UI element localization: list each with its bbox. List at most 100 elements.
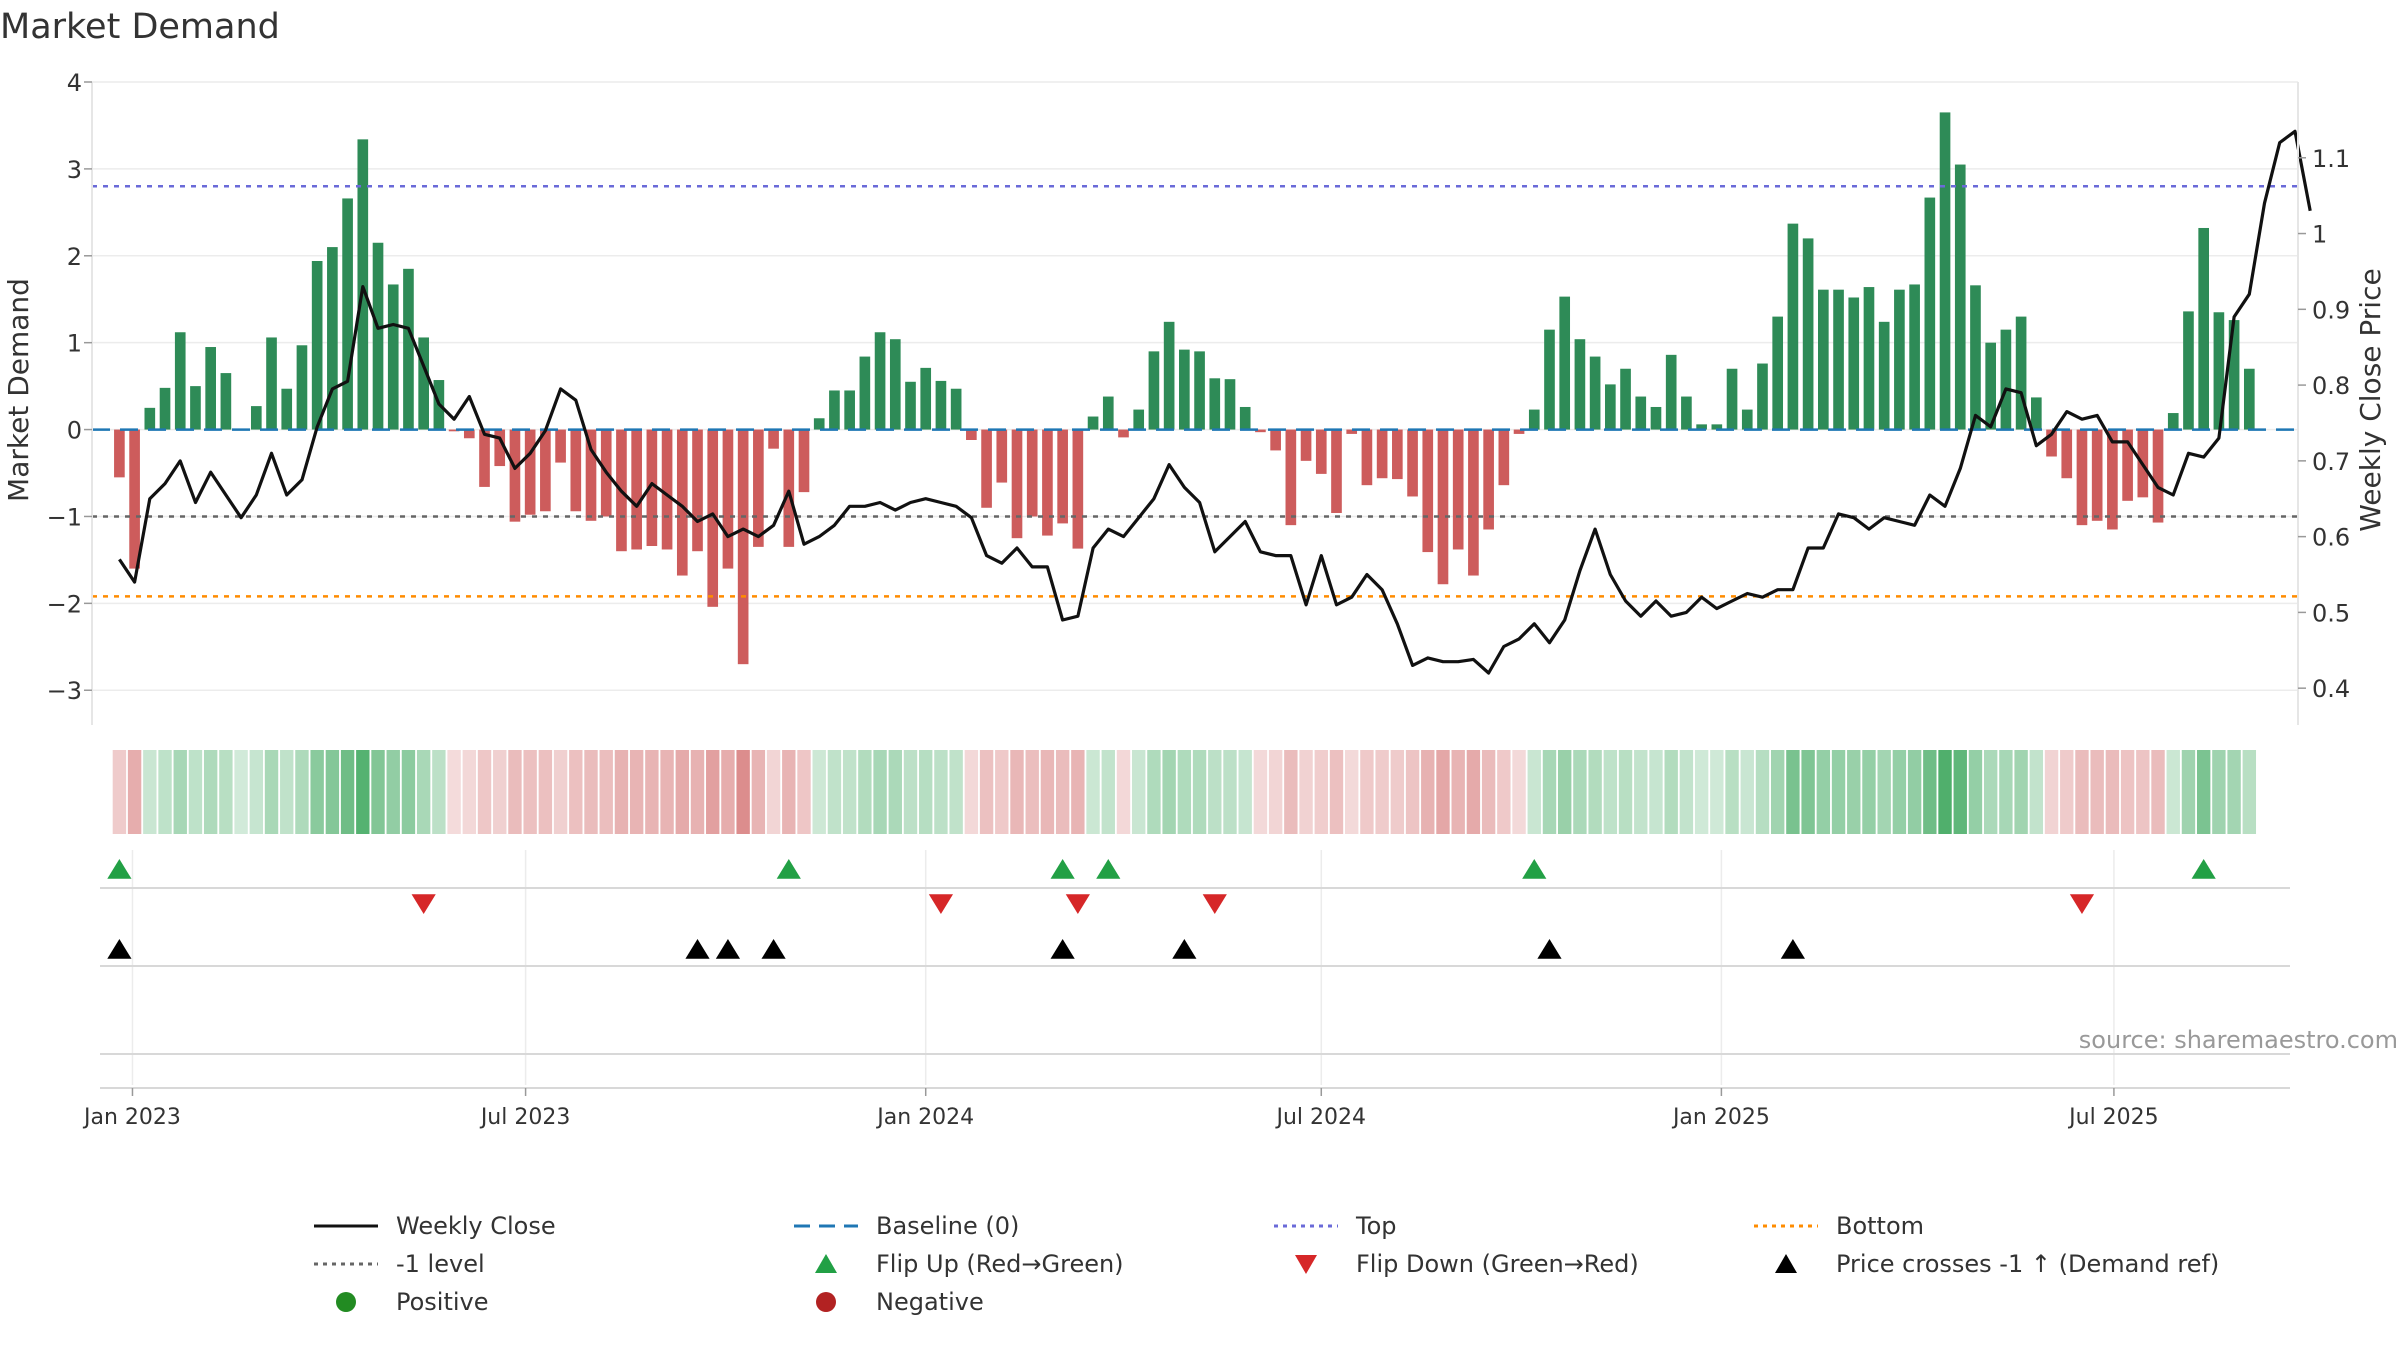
positive-demand-bar [1589, 356, 1601, 430]
heatmap-cell [2242, 750, 2257, 834]
heatmap-cell [280, 750, 294, 834]
positive-demand-bar [1757, 363, 1768, 430]
heatmap-cell [264, 750, 279, 834]
negative-demand-bar [2091, 429, 2103, 521]
legend-dotted-icon [1754, 1224, 1818, 1228]
price-cross-marker [1780, 939, 1806, 959]
circle-icon [816, 1292, 836, 1312]
legend-label: Positive [396, 1288, 489, 1316]
heatmap-cell [766, 750, 781, 834]
positive-demand-bar [1818, 289, 1829, 430]
heatmap-cell [812, 750, 826, 834]
positive-demand-bar [296, 345, 308, 430]
legend-flip-up: Flip Up (Red→Green) [790, 1246, 1124, 1282]
negative-demand-bar [1452, 429, 1464, 550]
heatmap-cell [1177, 750, 1192, 834]
positive-demand-bar [1681, 396, 1692, 430]
heatmap-cell [706, 750, 720, 834]
triangle-up-icon [1775, 1254, 1797, 1273]
left-tick-label: 1 [67, 330, 82, 358]
legend-label: Flip Up (Red→Green) [876, 1250, 1124, 1278]
heatmap-cell [158, 750, 172, 834]
heatmap-cell [1192, 750, 1207, 834]
negative-demand-bar [966, 429, 977, 440]
negative-demand-bar [1483, 429, 1494, 530]
heatmap-cell [508, 750, 522, 834]
heatmap-cell [203, 750, 218, 834]
heatmap-cell [1558, 750, 1572, 834]
positive-demand-bar [1133, 409, 1145, 430]
heatmap-cell [523, 750, 537, 834]
heatmap-cell [127, 750, 142, 834]
negative-demand-bar [768, 429, 779, 449]
positive-demand-bar [159, 387, 171, 430]
heatmap-cell [310, 750, 324, 834]
heatmap-cell [1451, 750, 1465, 834]
negative-demand-bar [2107, 429, 2118, 530]
legend-baseline: Baseline (0) [790, 1208, 1019, 1244]
positive-demand-bar [1605, 384, 1616, 430]
positive-demand-bar [1559, 296, 1571, 430]
heatmap-cell [1268, 750, 1283, 834]
weekly-close-line [118, 129, 2312, 675]
right-tick-label: 0.5 [2312, 599, 2350, 627]
positive-demand-bar [950, 388, 962, 430]
positive-demand-bar [1894, 289, 1905, 430]
right-tick-label: 0.4 [2312, 675, 2350, 703]
heatmap-cell [675, 750, 689, 834]
legend-label: Top [1356, 1212, 1397, 1240]
positive-demand-bar [1787, 223, 1799, 430]
positive-demand-bar [311, 260, 323, 430]
heatmap-cell [995, 750, 1009, 834]
positive-demand-bar [205, 347, 216, 430]
negative-demand-bar [631, 429, 642, 550]
negative-demand-bar [753, 429, 764, 547]
negative-demand-bar [1498, 429, 1510, 486]
heatmap-cell [1040, 750, 1055, 834]
negative-demand-bar [570, 429, 582, 512]
negative-demand-bar [996, 429, 1008, 483]
heatmap-cell [340, 750, 355, 834]
negative-demand-bar [661, 429, 673, 550]
positive-demand-bar [905, 381, 916, 430]
flip-up-marker [2191, 859, 2216, 879]
heatmap-cell [2196, 750, 2211, 834]
positive-demand-bar [144, 407, 156, 430]
axes: 4 3 2 1 0 −1 −2 −3 1.1 1 0.9 0.8 0.7 0.6 0.5 0.4 Jan 202… [47, 69, 2351, 1130]
x-tick-label: Jul 2023 [479, 1105, 571, 1130]
heatmap-cell [1527, 750, 1541, 834]
negative-demand-bar [1026, 429, 1038, 517]
negative-demand-bar [509, 429, 521, 522]
legend-label: -1 level [396, 1250, 485, 1278]
negative-demand-bar [1118, 429, 1129, 438]
legend-minus-one: -1 level [310, 1246, 485, 1282]
heatmap-cell [1299, 750, 1313, 834]
price-cross-marker [685, 939, 710, 959]
flip-down-marker [1202, 894, 1227, 914]
price-cross-marker [1537, 939, 1562, 959]
heatmap-cell [827, 750, 842, 834]
flip-up-marker [1096, 859, 1121, 879]
positive-demand-bar [342, 198, 353, 430]
positive-demand-bar [403, 268, 414, 430]
triangle-up-icon [815, 1254, 837, 1273]
positive-demand-bar [1209, 378, 1221, 430]
heatmap-cell [584, 750, 598, 834]
positive-demand-bar [1102, 396, 1114, 430]
positive-demand-bar [220, 373, 232, 430]
right-axis-label: Weekly Close Price [2354, 268, 2387, 531]
left-tick-label: 0 [67, 417, 82, 445]
negative-demand-bar [676, 429, 688, 576]
negative-demand-bar [129, 429, 140, 569]
heatmap-cell [1649, 750, 1663, 834]
positive-demand-bar [874, 332, 886, 430]
heatmap-cell [1238, 750, 1252, 834]
heatmap-cell [797, 750, 811, 834]
negative-demand-bar [722, 429, 734, 569]
heatmap-cell [873, 750, 887, 834]
positive-demand-bar [1148, 351, 1160, 430]
positive-demand-bar [387, 284, 399, 430]
negative-demand-bar [2122, 429, 2133, 501]
heatmap-cell [1329, 750, 1344, 834]
